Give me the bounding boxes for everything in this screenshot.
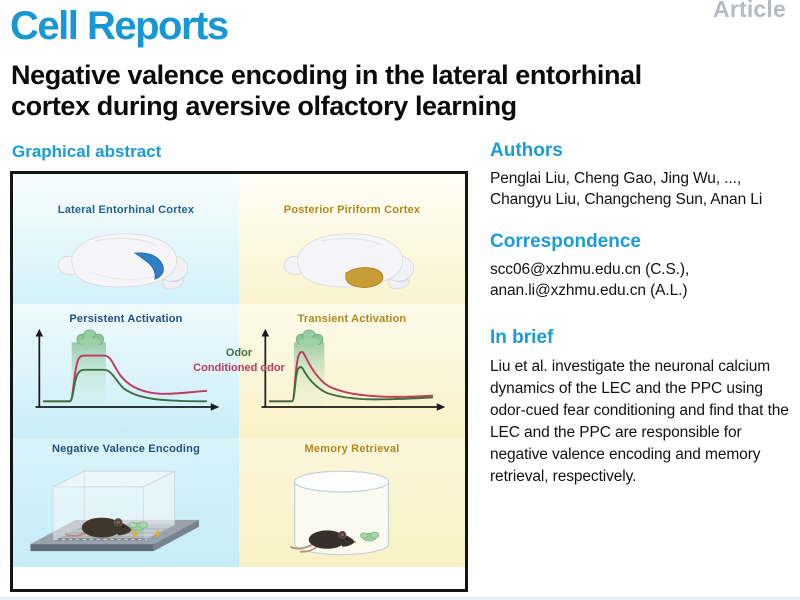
panel-lateral-entorhinal-cortex: Lateral Entorhinal Cortex bbox=[13, 174, 239, 304]
graphical-abstract-grid: Lateral Entorhinal Cortex Posterior Piri… bbox=[13, 174, 465, 567]
odor-cloud-icon bbox=[295, 329, 324, 347]
lec-region bbox=[133, 252, 164, 280]
ppc-region bbox=[345, 267, 384, 288]
transient-activation-plot bbox=[261, 328, 446, 411]
panel-persistent-activation: Persistent Activation bbox=[13, 304, 239, 438]
legend-conditioned-odor-label: Conditioned odor bbox=[193, 362, 285, 374]
mouse-icon bbox=[289, 530, 357, 553]
panel-valence-title: Negative Valence Encoding bbox=[51, 443, 201, 455]
graphical-abstract-heading: Graphical abstract bbox=[12, 142, 162, 161]
lightning-icon bbox=[132, 530, 138, 540]
in-brief-heading: In brief bbox=[490, 327, 554, 349]
panel-posterior-piriform-cortex: Posterior Piriform Cortex bbox=[239, 174, 465, 304]
odor-puff-icon bbox=[128, 521, 149, 532]
page-bottom-edge bbox=[0, 597, 800, 600]
panel-transient-title: Transient Activation bbox=[297, 313, 407, 325]
article-type-label: Article bbox=[713, 0, 786, 22]
panel-negative-valence-encoding: Negative Valence Encoding bbox=[13, 438, 239, 567]
legend-odor-label: Odor bbox=[225, 347, 253, 359]
paper-title-line1: Negative valence encoding in the lateral… bbox=[11, 60, 642, 90]
odor-curve bbox=[269, 366, 434, 403]
authors-heading: Authors bbox=[490, 140, 563, 161]
authors-list: Penglai Liu, Cheng Gao, Jing Wu, ..., Ch… bbox=[490, 170, 763, 208]
panel-lec-title: Lateral Entorhinal Cortex bbox=[57, 204, 195, 216]
panel-memory-title: Memory Retrieval bbox=[304, 443, 400, 455]
info-column: Authors Penglai Liu, Cheng Gao, Jing Wu,… bbox=[490, 140, 796, 488]
paper-title: Negative valence encoding in the lateral… bbox=[11, 60, 795, 122]
panel-persistent-title: Persistent Activation bbox=[69, 313, 183, 325]
ppc-brain-illustration bbox=[283, 233, 415, 290]
panel-transient-activation: Transient Activation bbox=[239, 304, 465, 438]
plot-legend: Odor Conditioned odor bbox=[13, 346, 465, 376]
correspondence-heading: Correspondence bbox=[490, 231, 641, 253]
persistent-activation-plot bbox=[35, 328, 220, 411]
in-brief-text: Liu et al. investigate the neuronal calc… bbox=[490, 358, 789, 486]
journal-logo: Cell Reports bbox=[10, 4, 229, 48]
odor-cloud-icon bbox=[76, 329, 104, 347]
odor-puff-icon bbox=[359, 531, 380, 542]
panel-memory-retrieval: Memory Retrieval bbox=[239, 438, 465, 567]
lightning-icon bbox=[154, 530, 161, 540]
conditioned-odor-curve bbox=[43, 354, 208, 403]
conditioned-odor-curve bbox=[269, 350, 434, 403]
correspondence-emails: scc06@xzhmu.edu.cn (C.S.), anan.li@xzhmu… bbox=[490, 261, 690, 299]
lec-brain-illustration bbox=[57, 233, 189, 290]
abstract-box-bottom-margin bbox=[13, 567, 465, 589]
odor-curve bbox=[43, 368, 207, 403]
paper-title-line2: cortex during aversive olfactory learnin… bbox=[11, 90, 517, 121]
shock-chamber-illustration bbox=[30, 470, 199, 552]
mouse-icon bbox=[64, 517, 134, 538]
retrieval-cylinder-illustration bbox=[289, 470, 390, 556]
panel-ppc-title: Posterior Piriform Cortex bbox=[283, 204, 421, 216]
graphical-abstract-box: Lateral Entorhinal Cortex Posterior Piri… bbox=[10, 171, 468, 592]
